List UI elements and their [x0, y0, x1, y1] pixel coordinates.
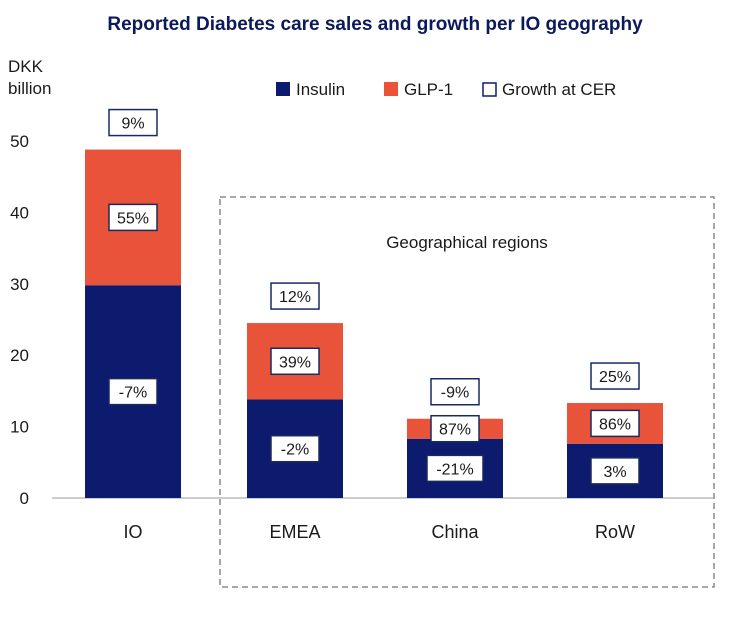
x-tick-label-emea: EMEA	[269, 522, 320, 542]
y-tick-label-10: 10	[10, 418, 29, 437]
growth-label-glp1-row: 86%	[599, 416, 631, 433]
growth-label-glp1-china-box	[430, 414, 480, 443]
growth-label-insulin-emea: -2%	[281, 442, 309, 459]
legend-label-glp-1: GLP-1	[404, 80, 453, 99]
legend-label-insulin: Insulin	[296, 80, 345, 99]
y-tick-label-20: 20	[10, 346, 29, 365]
growth-label-total-emea: 12%	[279, 289, 311, 306]
y-axis-unit-line-2: billion	[8, 79, 52, 98]
growth-label-insulin-row-box	[590, 457, 640, 485]
growth-label-glp1-china: 87%	[439, 422, 471, 439]
growth-label-total-china-box	[430, 377, 480, 406]
regions-annotation-label: Geographical regions	[386, 233, 548, 252]
growth-label-insulin-io-box	[108, 377, 158, 406]
y-axis-unit-line-1: DKK	[8, 57, 43, 76]
growth-label-total-emea-box	[270, 282, 320, 310]
legend-label-growth-at-cer: Growth at CER	[502, 80, 616, 99]
growth-label-insulin-row: 3%	[603, 464, 626, 481]
growth-label-insulin-china: -21%	[436, 461, 473, 478]
regions-dashed-box	[219, 196, 715, 588]
legend-swatch-insulin	[276, 82, 290, 96]
growth-label-insulin-emea-box	[270, 434, 320, 463]
chart-title: Reported Diabetes care sales and growth …	[107, 14, 643, 35]
growth-label-total-china: -9%	[441, 385, 469, 402]
growth-label-glp1-io-box	[108, 203, 158, 232]
growth-label-total-io: 9%	[121, 116, 144, 133]
growth-label-insulin-io: -7%	[119, 385, 147, 402]
x-tick-label-io: IO	[123, 522, 142, 542]
growth-label-insulin-china-box	[426, 454, 484, 483]
growth-label-glp1-row-box	[590, 409, 640, 438]
y-tick-label-0: 0	[20, 489, 29, 508]
legend-swatch-growth-at-cer	[482, 82, 497, 97]
growth-label-total-row-box	[590, 362, 640, 390]
growth-label-total-row: 25%	[599, 369, 631, 386]
legend-swatch-glp-1	[384, 82, 398, 96]
growth-label-glp1-io: 55%	[117, 210, 149, 227]
x-tick-label-row: RoW	[595, 522, 635, 542]
y-tick-label-50: 50	[10, 132, 29, 151]
x-tick-label-china: China	[431, 522, 479, 542]
growth-label-glp1-emea-box	[270, 347, 320, 376]
y-tick-label-30: 30	[10, 275, 29, 294]
growth-label-total-io-box	[108, 108, 158, 137]
growth-label-glp1-emea: 39%	[279, 354, 311, 371]
y-tick-label-40: 40	[10, 203, 29, 222]
y-axis-unit-label: DKK billion	[8, 56, 51, 100]
